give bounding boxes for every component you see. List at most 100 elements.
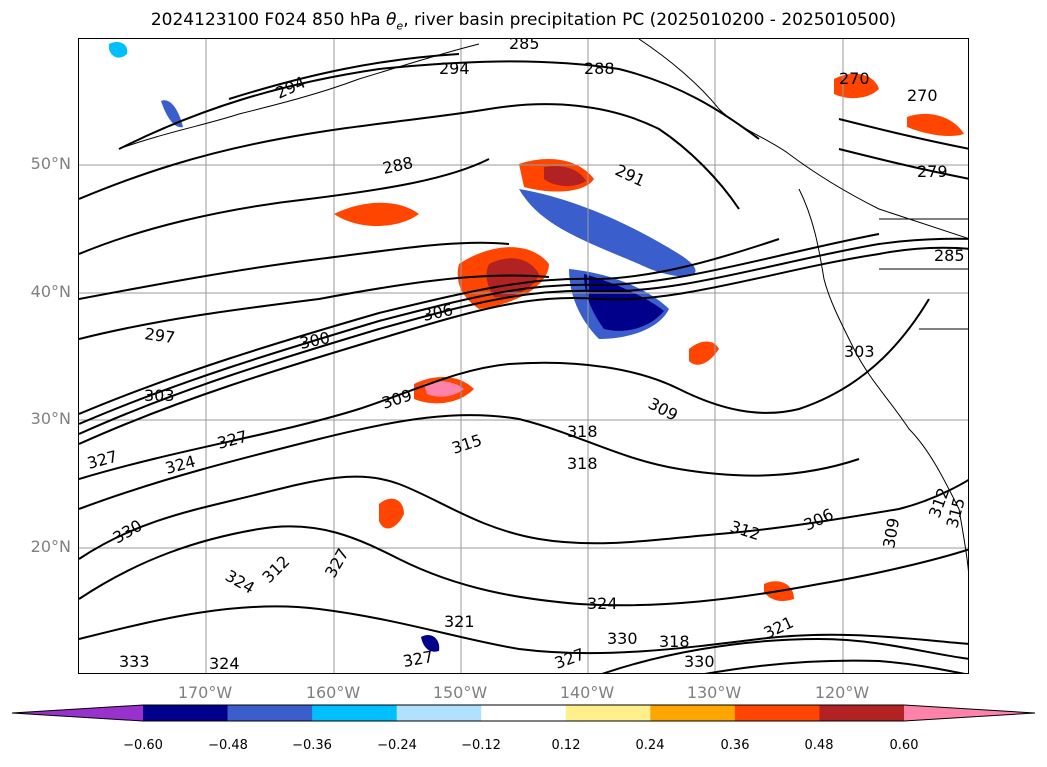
- title-theta: θ: [386, 10, 397, 30]
- contour-line: [601, 637, 968, 673]
- precip-negative-core-dark: [584, 274, 664, 331]
- precip-positive-ne: [834, 73, 879, 99]
- contour-label: 279: [917, 162, 948, 181]
- lon-label: 160°W: [305, 683, 361, 702]
- contour-label: 306: [421, 300, 455, 325]
- lat-label: 30°N: [30, 409, 71, 428]
- colorbar-tick-label: 0.36: [720, 738, 750, 753]
- contour-label: 285: [934, 246, 965, 265]
- colorbar-segment: [396, 705, 482, 721]
- colorbar-segment: [143, 705, 229, 721]
- contour-label: 297: [143, 324, 176, 347]
- colorbar-segment: [481, 705, 567, 721]
- precip-positive-se: [689, 341, 719, 365]
- colorbar-segments: [12, 705, 1035, 721]
- colorbar-tick-label: 0.60: [889, 738, 919, 753]
- contour-line: [228, 53, 460, 100]
- title-suffix: , river basin precipitation PC (20250102…: [403, 10, 897, 30]
- contour-label: 309: [379, 385, 414, 413]
- contour-label: 306: [801, 504, 837, 534]
- contour-label: 324: [587, 594, 618, 613]
- precip-negative-patch: [519, 189, 696, 277]
- lon-label: 140°W: [559, 683, 615, 702]
- map-panel: 294 288 285 291 294 288 297 300 306 303 …: [78, 38, 969, 674]
- colorbar-segment: [650, 705, 736, 721]
- lon-label: 170°W: [177, 683, 233, 702]
- contour-line: [79, 475, 968, 560]
- precip-positive-ne2: [907, 113, 964, 137]
- colorbar-tick-label: −0.48: [208, 738, 248, 753]
- contour-line: [79, 103, 740, 210]
- contour-label: 312: [258, 552, 293, 587]
- contour-label: 324: [222, 566, 258, 598]
- contour-line: [79, 274, 550, 340]
- precip-negative-w: [161, 100, 183, 128]
- contour-label: 312: [728, 517, 763, 545]
- contour-label: 321: [444, 612, 475, 631]
- lon-label: 130°W: [686, 683, 742, 702]
- contour-label: 270: [839, 69, 870, 88]
- contour-label: 288: [381, 153, 415, 178]
- contour-label: 318: [567, 422, 598, 441]
- contour-line: [79, 158, 490, 255]
- contour-label: 324: [209, 654, 240, 673]
- contour-line: [838, 118, 968, 150]
- colorbar-tick-label: −0.36: [292, 738, 332, 753]
- map-canvas: 294 288 285 291 294 288 297 300 306 303 …: [79, 39, 968, 673]
- contour-label: 309: [879, 516, 903, 549]
- title-theta-subscript: e: [396, 19, 404, 33]
- precip-negative-nw: [109, 42, 128, 58]
- contour-label: 327: [401, 647, 434, 671]
- contour-label: 315: [449, 430, 484, 458]
- contour-label: 270: [907, 86, 938, 105]
- lat-label: 20°N: [30, 537, 71, 556]
- contour-line: [704, 659, 965, 673]
- alaska-peninsula-coast: [118, 43, 480, 150]
- colorbar-extend-high: [904, 705, 1035, 721]
- colorbar-outline: [11, 704, 1036, 722]
- contour-label: 303: [844, 342, 875, 361]
- colorbar-segment: [312, 705, 398, 721]
- precip-positive-core: [486, 258, 539, 298]
- colorbar-tick-label: 0.12: [551, 738, 581, 753]
- colorbar-segment: [565, 705, 651, 721]
- contour-line: [118, 60, 760, 150]
- contour-label: 330: [607, 629, 638, 648]
- precip-positive-south: [379, 498, 404, 529]
- contour-label: 327: [552, 644, 587, 672]
- coastlines: [118, 39, 968, 572]
- contour-label: 327: [215, 427, 249, 453]
- alaska-coast: [638, 39, 968, 239]
- map-graticule: [79, 39, 968, 673]
- lon-label: 120°W: [814, 683, 870, 702]
- precip-shading: [109, 42, 964, 652]
- colorbar-tick-label: 0.24: [635, 738, 665, 753]
- precip-positive-west: [334, 202, 419, 227]
- contour-line: [79, 241, 510, 300]
- colorbar-segment: [734, 705, 820, 721]
- colorbar-tick-label: −0.12: [461, 738, 501, 753]
- theta-e-contours: [79, 53, 968, 673]
- contour-label: 294: [439, 59, 470, 78]
- contour-label: 330: [684, 652, 715, 671]
- north-america-west-coast: [798, 188, 968, 572]
- precip-negative-s: [421, 634, 440, 652]
- contour-line: [79, 605, 968, 655]
- colorbar-tick-label: −0.24: [377, 738, 417, 753]
- colorbar-segment: [227, 705, 313, 721]
- contour-line: [79, 298, 930, 480]
- colorbar: [11, 704, 1036, 722]
- contour-line: [79, 233, 880, 425]
- title-prefix: 2024123100 F024 850 hPa: [150, 10, 386, 30]
- colorbar-tick-label: 0.48: [804, 738, 834, 753]
- contour-label: 300: [298, 328, 332, 353]
- colorbar-extend-low: [12, 705, 143, 721]
- colorbar-tick-label: −0.60: [123, 738, 163, 753]
- contour-label: 327: [321, 545, 353, 581]
- contour-line: [838, 148, 968, 180]
- lon-label: 150°W: [432, 683, 488, 702]
- colorbar-segment: [819, 705, 905, 721]
- contour-label: 288: [584, 59, 615, 78]
- contour-label: 330: [110, 516, 146, 548]
- contour-line: [79, 414, 860, 510]
